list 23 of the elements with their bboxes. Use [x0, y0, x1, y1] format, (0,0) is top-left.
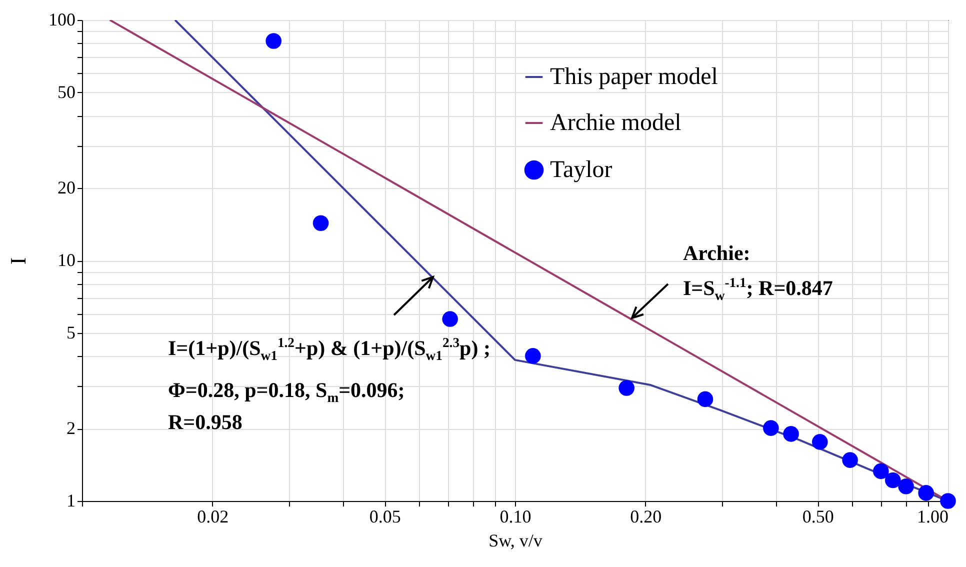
x-tick-label: 0.10 — [500, 506, 532, 526]
y-tick-label: 5 — [66, 322, 76, 342]
x-tick-label: 0.20 — [630, 506, 662, 526]
annotation: R=0.958 — [168, 410, 242, 434]
annotation: I=(1+p)/(S$_{w1}$$^{1.2}$+p) & (1+p)/(S$_{w1}$$^{2.3}$p) ; — [168, 335, 490, 364]
x-axis-title: Sw, v/v — [488, 530, 542, 550]
legend-label: This paper model — [550, 64, 718, 90]
y-tick-label: 50 — [58, 82, 76, 102]
annotation: Φ=0.28, p=0.18, S$_{m}$=0.096; — [168, 378, 405, 406]
x-tick-label: 0.50 — [802, 506, 834, 526]
x-tick-label: 0.05 — [369, 506, 401, 526]
x-tick-label: 0.02 — [197, 506, 229, 526]
y-tick-label: 20 — [58, 178, 76, 198]
annotation: Archie: — [683, 241, 750, 265]
y-tick-label: 2 — [66, 418, 76, 438]
y-axis-title: I — [6, 257, 30, 265]
y-tick-label: 100 — [48, 10, 76, 30]
legend-label: Archie model — [550, 110, 682, 136]
y-tick-label: 1 — [66, 490, 76, 510]
y-tick-label: 10 — [58, 250, 76, 270]
x-tick-label: 1.00 — [917, 506, 948, 526]
legend-label: Taylor — [550, 157, 612, 183]
annotation: I=S$_{w}$$^{-1.1}$; R=0.847 — [683, 275, 833, 304]
